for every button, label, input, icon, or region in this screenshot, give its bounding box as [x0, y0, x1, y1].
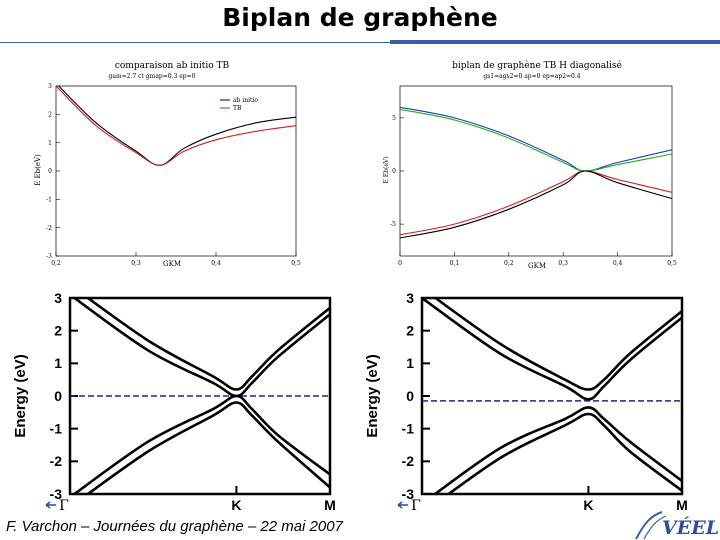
y-axis-label: Energy (eV): [364, 354, 381, 437]
title-accent-bar: [390, 40, 720, 44]
y-tick-label: 0: [392, 168, 396, 175]
x-tick-label: 0,2: [51, 260, 61, 267]
series-line-1: [72, 298, 330, 398]
y-tick-label: -5: [390, 221, 396, 228]
x-axis-label: GKM: [528, 262, 546, 270]
y-axis-label: E Eb(eV): [383, 156, 390, 183]
chart-subtitle: gam=2.7 ct gmap=0.3 ep=0: [109, 73, 196, 80]
veel-logo: VÉEL: [635, 511, 719, 540]
x-tick-label: M: [324, 497, 336, 512]
logo-text: VÉEL: [662, 516, 719, 539]
chart-band-structure-left: -3 -2 -1 0 1 2 3 Γ K M Energy (eV): [12, 290, 336, 512]
x-tick-label: Γ: [411, 498, 421, 512]
y-tick-label: -2: [402, 453, 415, 469]
y-tick-label: 2: [48, 111, 52, 118]
x-axis-label: GKM: [163, 260, 181, 268]
x-tick-label: Γ: [59, 498, 69, 512]
plot-area: -5 0 5 0 0,1 0,2 0,3 0,4 0,5: [390, 85, 677, 267]
y-tick-label: -1: [50, 421, 63, 437]
y-tick-label: -3: [46, 253, 52, 260]
x-tick-label: 0,4: [211, 260, 221, 267]
logo-swoosh-2: [643, 515, 667, 540]
y-tick-label: 3: [54, 290, 62, 306]
chart-band-structure-right: -3 -2 -1 0 1 2 3 Γ K M Energy (eV): [364, 290, 688, 512]
series-line-1: [400, 108, 672, 172]
series-line-2: [433, 406, 682, 494]
y-tick-label: -3: [402, 486, 415, 502]
x-tick-label: K: [231, 497, 241, 512]
y-tick-label: 2: [54, 323, 62, 339]
series-line-2: [72, 394, 330, 494]
plot-frame: [55, 85, 297, 257]
series-line-1: [56, 86, 296, 166]
y-tick-label: 0: [54, 388, 62, 404]
legend-label: TB: [233, 105, 242, 112]
series-line-2: [400, 170, 672, 236]
slide-title: Biplan de graphène: [222, 3, 498, 32]
title-rule-line: [0, 42, 390, 43]
x-tick-label: 0,4: [613, 260, 623, 267]
logo-swoosh: [635, 511, 663, 540]
plot-area: -3 -2 -1 0 1 2 3 Γ K M: [45, 290, 336, 512]
chart-abinitio-vs-tb: comparaison ab initio TB gam=2.7 ct gmap…: [34, 61, 301, 268]
x-tick-label: K: [583, 497, 593, 512]
x-tick-label: 0: [398, 260, 402, 267]
gamma-arrow-icon: [45, 501, 56, 509]
series-line-1: [422, 298, 682, 401]
x-tick-label: 0,5: [291, 260, 301, 267]
x-tick-label: 0,5: [667, 260, 677, 267]
legend-label: ab initio: [233, 97, 258, 104]
x-tick-label: 0,3: [131, 260, 141, 267]
x-tick-label: 0,2: [504, 260, 514, 267]
series-line-0: [85, 298, 330, 391]
x-tick-label: 0,1: [450, 260, 460, 267]
y-tick-label: 5: [392, 115, 396, 122]
plot-area: -3 -2 -1 0 1 2 3 Γ K M: [397, 290, 688, 512]
series-line-3: [446, 412, 682, 494]
x-tick-label: M: [676, 497, 688, 512]
y-tick-label: -1: [402, 421, 415, 437]
y-tick-label: -3: [50, 486, 63, 502]
y-tick-label: 2: [406, 323, 414, 339]
y-tick-label: 1: [54, 355, 62, 371]
series-line-3: [85, 401, 330, 494]
chart-tb-diagonalised: biplan de graphène TB H diagonalisé gs1=…: [383, 60, 677, 270]
series-line-3: [400, 170, 672, 239]
y-tick-label: 0: [48, 168, 52, 175]
series-line-0: [433, 298, 682, 391]
footer-citation: F. Varchon – Journées du graphène – 22 m…: [6, 518, 343, 535]
gamma-arrow-icon: [397, 501, 408, 509]
chart-subtitle: gs1=ags2=0 ap=0 ep=ap2=0.4: [483, 73, 580, 80]
y-axis-label: Energy (eV): [12, 354, 29, 437]
y-tick-label: 1: [406, 355, 414, 371]
y-tick-label: -2: [46, 225, 52, 232]
x-tick-label: 0,3: [558, 260, 568, 267]
chart-title: comparaison ab initio TB: [115, 61, 230, 71]
series-line-0: [400, 106, 672, 172]
y-tick-label: 1: [48, 140, 52, 147]
y-tick-label: 3: [48, 83, 52, 90]
y-tick-label: -1: [46, 196, 52, 203]
y-tick-label: -2: [50, 453, 63, 469]
y-tick-label: 3: [406, 290, 414, 306]
series-line-0: [57, 86, 296, 166]
y-axis-label: E Eb(eV): [34, 154, 42, 186]
y-tick-label: 0: [406, 388, 414, 404]
chart-title: biplan de graphène TB H diagonalisé: [452, 60, 622, 71]
